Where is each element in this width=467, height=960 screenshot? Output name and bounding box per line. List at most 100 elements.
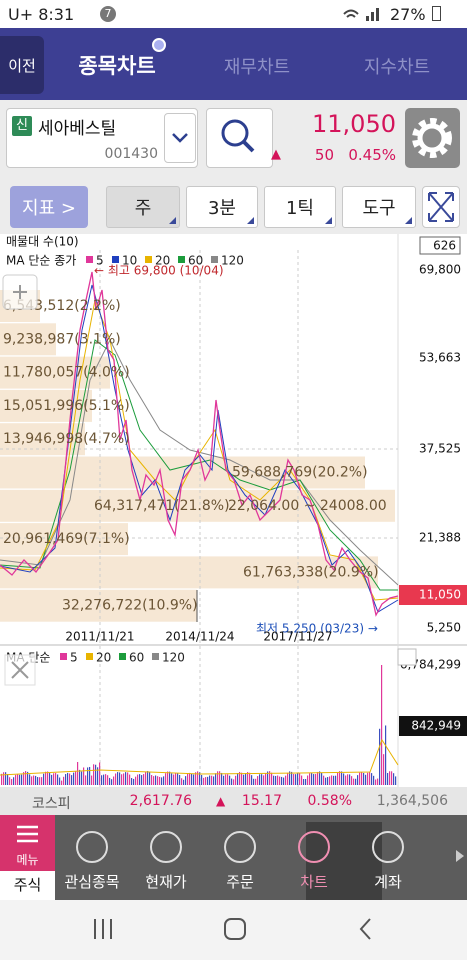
back-button[interactable]: 이전	[0, 36, 44, 94]
tab[interactable]: 재무차트	[223, 57, 291, 78]
volume-bar	[17, 774, 19, 785]
volume-bar	[299, 773, 301, 785]
volume-bar	[359, 772, 361, 785]
volume-bar	[113, 776, 115, 785]
ma-60-line	[0, 339, 398, 591]
volume-bar	[179, 774, 181, 785]
tab-bar: 이전	[0, 28, 467, 100]
volume-profile	[0, 290, 395, 622]
volume-bar	[173, 774, 175, 785]
profile-label: 11,780,057(4.0%)	[3, 365, 130, 381]
toolbar-button[interactable]: 1틱	[264, 186, 336, 228]
nav-item[interactable]: 관심종목	[55, 815, 129, 900]
nav-more-arrow[interactable]	[456, 850, 464, 862]
tab[interactable]: 지수차트	[363, 57, 431, 78]
nav-icon-shape	[150, 831, 182, 863]
legend-swatch	[60, 653, 67, 660]
search-button[interactable]	[206, 108, 273, 168]
stock-dropdown[interactable]	[164, 113, 196, 163]
index-rate: 0.58%	[307, 793, 352, 809]
settings-button[interactable]	[405, 108, 460, 168]
tab[interactable]: 종목차트	[78, 54, 156, 78]
volume-bar	[19, 774, 21, 785]
nav-item[interactable]: 계좌	[351, 815, 425, 900]
volume-bar	[379, 728, 381, 785]
volume-bar	[213, 776, 215, 785]
gear-svg	[412, 118, 452, 158]
toolbar-button[interactable]: 주	[106, 186, 180, 228]
profile-bar	[0, 589, 197, 622]
volume-bar	[211, 775, 213, 785]
volume-bar	[131, 778, 133, 785]
volume-scroll-button[interactable]	[397, 648, 417, 666]
battery-level: 27%	[390, 5, 426, 24]
profile-count: 626	[433, 239, 456, 253]
volume-bar	[139, 774, 141, 785]
volume-bar	[253, 778, 255, 785]
volume-bar	[289, 771, 291, 785]
signal-bar	[376, 8, 379, 21]
stock-name: 세아베스틸	[38, 119, 117, 139]
nav-icon-shape	[76, 831, 108, 863]
volume-bar	[281, 776, 283, 785]
volume-bar	[331, 775, 333, 785]
legend-swatch	[211, 256, 218, 263]
toolbar-button[interactable]: 도구	[342, 186, 416, 228]
volume-bar	[155, 775, 157, 785]
volume-bar	[157, 776, 159, 785]
gear-teeth	[412, 118, 452, 158]
volume-bar	[91, 775, 93, 785]
volume-bar	[151, 775, 153, 785]
index-value: 2,617.76	[129, 793, 192, 809]
stock-badge: 신	[12, 116, 32, 136]
volume-bar	[89, 766, 91, 785]
volume-bar	[389, 771, 391, 785]
index-name: 코스피	[32, 796, 71, 812]
home-button[interactable]	[224, 918, 246, 940]
volume-bar	[345, 775, 347, 785]
indicator-button[interactable]: 지표 >	[10, 186, 88, 228]
system-nav-svg	[94, 918, 371, 940]
volume-bar	[7, 773, 9, 785]
volume-bar	[301, 775, 303, 785]
active-section[interactable]: 주식	[0, 871, 55, 900]
volume-bar	[295, 774, 297, 785]
nav-label: 계좌	[374, 873, 402, 891]
ma-title: MA 단순 종가	[6, 254, 76, 268]
volume-bar	[385, 725, 387, 785]
menu-button[interactable]: 메뉴	[0, 815, 55, 871]
volume-bar	[333, 775, 335, 785]
profile-label: 9,238,987(3.1%)	[3, 331, 121, 347]
volume-bar	[303, 779, 305, 785]
volume-bar	[71, 775, 73, 785]
legend-label: 120	[162, 651, 185, 665]
volume-bar	[335, 775, 337, 785]
volume-bar	[305, 778, 307, 785]
volume-bar	[95, 764, 97, 785]
nav-item[interactable]: 주문	[203, 815, 277, 900]
volume-bar	[283, 777, 285, 785]
expand-button[interactable]	[422, 186, 460, 228]
back-nav-button[interactable]	[359, 918, 371, 940]
bottom-nav	[0, 815, 467, 900]
profile-label: 13,946,998(4.7%)	[3, 431, 130, 447]
nav-item[interactable]: 차트	[277, 815, 351, 900]
volume-bar	[87, 767, 89, 785]
toolbar-button[interactable]: 3분	[186, 186, 258, 228]
legend-swatch	[86, 653, 93, 660]
signal-icons	[342, 6, 382, 21]
volume-bar	[391, 771, 393, 785]
volume-bar	[395, 776, 397, 785]
y-axis-label: 5,250	[427, 621, 461, 635]
change-sign: ▲	[271, 147, 281, 162]
x-axis-label: 2011/11/21	[65, 630, 134, 644]
nav-item[interactable]: 현재가	[129, 815, 203, 900]
volume-bar	[97, 767, 99, 785]
volume-bar	[111, 779, 113, 785]
dropdown-svg	[172, 133, 188, 143]
search-svg	[221, 119, 255, 153]
volume-bar	[279, 776, 281, 785]
recent-apps-button[interactable]	[94, 919, 112, 939]
